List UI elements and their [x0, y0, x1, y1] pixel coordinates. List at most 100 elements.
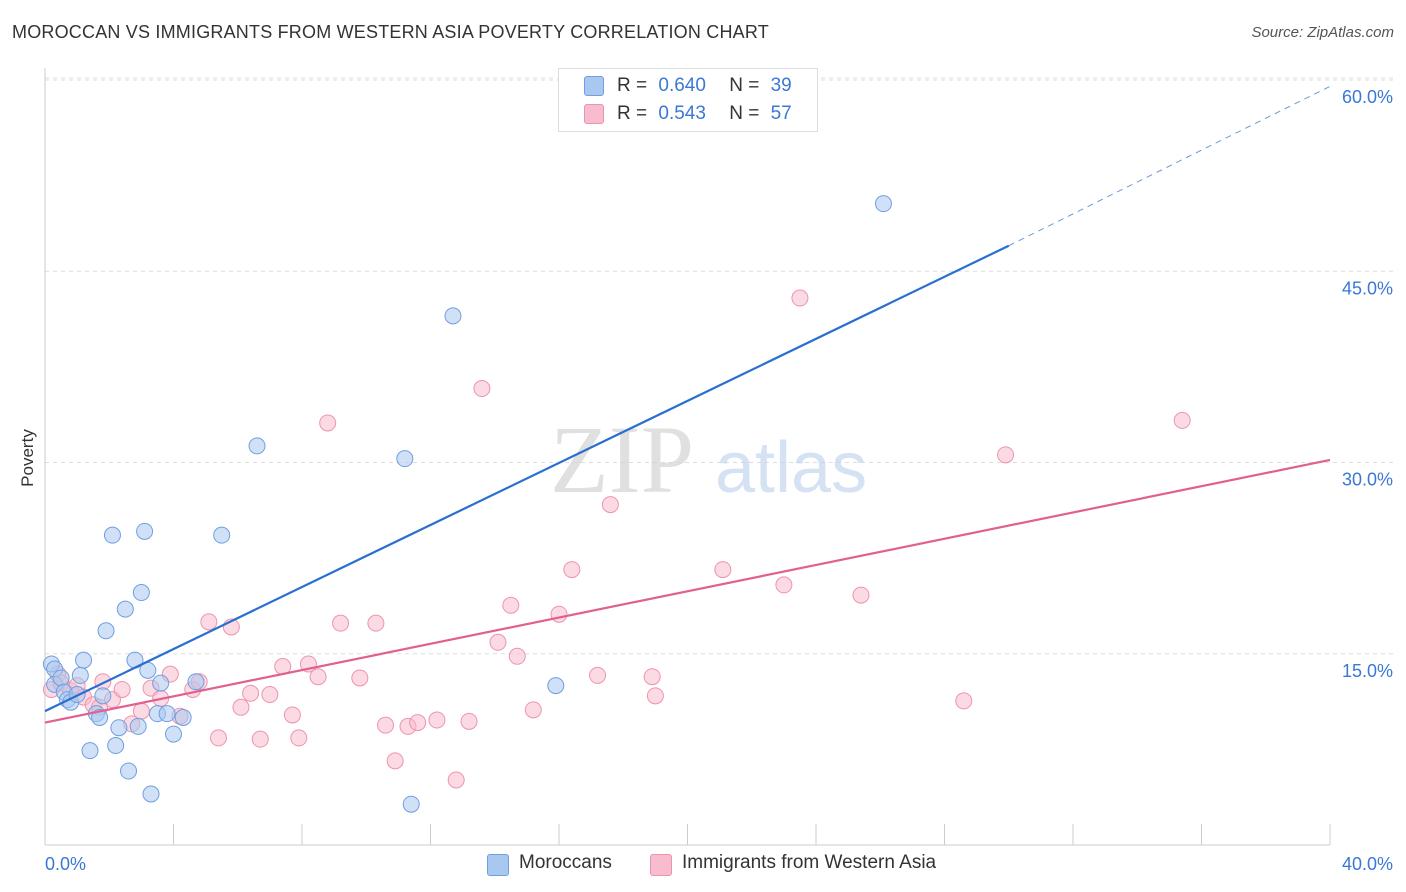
bottom-legend-swatch-western-asia — [650, 854, 672, 876]
legend-r-value: 0.640 — [658, 75, 706, 96]
point-western-asia — [332, 614, 350, 632]
y-tick-label: 45.0% — [1342, 278, 1393, 298]
point-western-asia — [489, 633, 507, 651]
point-western-asia — [232, 698, 250, 716]
point-moroccans — [129, 717, 147, 735]
legend-swatch-western-asia — [584, 104, 604, 124]
source-label: Source: ZipAtlas.com — [1251, 24, 1394, 41]
trend-line-moroccans — [44, 244, 1010, 713]
legend-r-label: R = — [617, 75, 648, 96]
trend-line-moroccans-extension — [1008, 85, 1331, 247]
point-moroccans — [94, 687, 112, 705]
point-western-asia — [460, 712, 478, 730]
point-western-asia — [589, 666, 607, 684]
point-western-asia — [502, 596, 520, 614]
point-moroccans — [174, 709, 192, 726]
data-points — [42, 195, 1191, 813]
legend-r-value: 0.543 — [658, 103, 706, 124]
point-moroccans — [142, 785, 160, 803]
point-moroccans — [75, 651, 93, 669]
point-western-asia — [1173, 411, 1191, 429]
point-western-asia — [367, 614, 385, 632]
bottom-legend-label-moroccans: Moroccans — [519, 852, 612, 873]
watermark-atlas: atlas — [715, 428, 867, 508]
point-western-asia — [508, 647, 526, 665]
point-western-asia — [714, 561, 732, 579]
x-tick-label-max: 40.0% — [1342, 854, 1393, 874]
point-western-asia — [242, 684, 260, 702]
point-western-asia — [524, 701, 542, 719]
y-tick-label: 15.0% — [1342, 661, 1393, 681]
point-western-asia — [563, 561, 581, 579]
correlation-legend: R = 0.640 N = 39 R = 0.543 N = 57 — [558, 68, 818, 132]
point-western-asia — [290, 729, 308, 747]
point-western-asia — [550, 605, 568, 623]
point-western-asia — [283, 706, 301, 724]
point-western-asia — [377, 716, 395, 734]
point-western-asia — [473, 380, 491, 398]
legend-n-value: 57 — [770, 103, 792, 124]
trend-line-western-asia — [44, 458, 1331, 724]
legend-r-label: R = — [617, 103, 648, 124]
y-axis-label: Poverty — [18, 429, 37, 487]
point-western-asia — [643, 668, 661, 686]
point-moroccans — [248, 437, 266, 455]
point-western-asia — [428, 711, 446, 729]
point-western-asia — [852, 586, 870, 604]
point-moroccans — [116, 600, 134, 618]
point-moroccans — [396, 450, 414, 468]
point-western-asia — [601, 496, 619, 514]
point-western-asia — [209, 729, 227, 747]
point-moroccans — [91, 709, 109, 726]
point-western-asia — [386, 752, 404, 770]
point-moroccans — [213, 526, 231, 544]
point-western-asia — [319, 414, 337, 432]
y-tick-label: 30.0% — [1342, 470, 1393, 490]
point-western-asia — [309, 668, 327, 686]
bottom-legend-label-western-asia: Immigrants from Western Asia — [682, 852, 937, 873]
bottom-legend-swatch-moroccans — [487, 854, 509, 876]
x-tick-label-min: 0.0% — [45, 854, 86, 874]
point-moroccans — [71, 666, 89, 684]
point-western-asia — [132, 702, 150, 720]
point-moroccans — [110, 719, 128, 737]
point-moroccans — [402, 795, 420, 813]
point-western-asia — [997, 446, 1015, 464]
point-moroccans — [158, 705, 176, 723]
watermark-zip: ZIP — [550, 406, 694, 513]
point-western-asia — [351, 669, 369, 687]
point-western-asia — [261, 686, 279, 704]
tick-labels: 15.0% 30.0% 45.0% 60.0% 0.0% 40.0% — [45, 87, 1393, 874]
y-tick-label: 60.0% — [1342, 87, 1393, 107]
point-western-asia — [955, 692, 973, 710]
point-moroccans — [132, 584, 150, 602]
trend-lines — [44, 85, 1331, 724]
point-moroccans — [547, 677, 565, 695]
legend-n-label: N = — [729, 75, 760, 96]
point-western-asia — [447, 771, 465, 789]
point-moroccans — [103, 526, 121, 544]
point-moroccans — [52, 669, 70, 687]
point-western-asia — [646, 687, 664, 705]
point-moroccans — [81, 742, 99, 760]
point-western-asia — [409, 714, 427, 732]
watermark: ZIP atlas — [550, 406, 867, 513]
point-moroccans — [97, 622, 115, 640]
point-moroccans — [165, 725, 182, 743]
axes — [44, 68, 1331, 846]
point-moroccans — [187, 673, 205, 691]
legend-n-value: 39 — [770, 75, 792, 96]
point-moroccans — [152, 674, 170, 692]
point-moroccans — [107, 737, 125, 755]
point-western-asia — [200, 613, 218, 631]
point-moroccans — [444, 307, 462, 325]
point-moroccans — [874, 195, 892, 213]
legend-swatch-moroccans — [584, 76, 604, 96]
point-moroccans — [120, 762, 138, 780]
legend-n-label: N = — [729, 103, 760, 124]
point-western-asia — [775, 576, 793, 594]
point-western-asia — [791, 289, 809, 307]
chart-title: MOROCCAN VS IMMIGRANTS FROM WESTERN ASIA… — [12, 22, 769, 42]
point-western-asia — [251, 730, 269, 748]
